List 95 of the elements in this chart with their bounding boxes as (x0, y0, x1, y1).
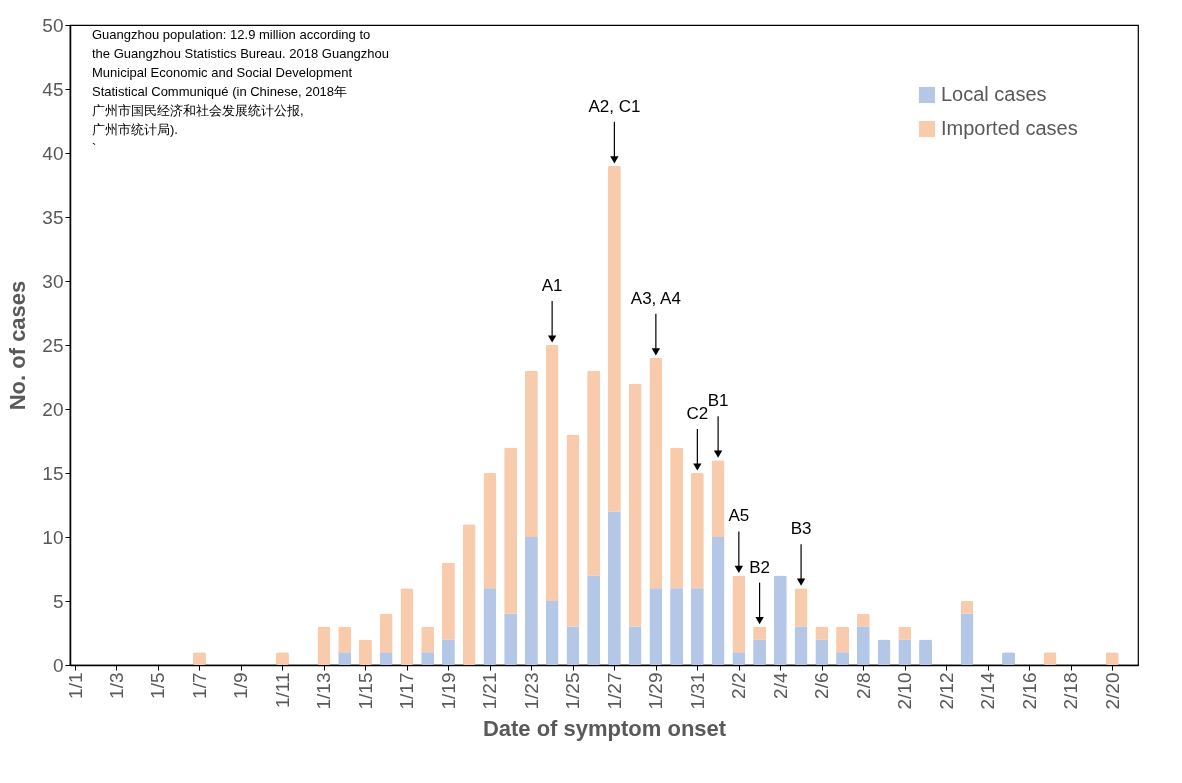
x-tick-label: 1/25 (562, 672, 584, 710)
x-tick-label: 1/21 (479, 672, 501, 710)
x-tick-label: 1/29 (645, 672, 667, 710)
bar (504, 613, 518, 665)
bar (753, 639, 767, 665)
bar (690, 588, 704, 665)
x-tick-label: 2/20 (1101, 672, 1123, 710)
y-tick-label: 50 (42, 14, 64, 36)
bar (628, 383, 642, 627)
x-tick-label: 2/6 (811, 672, 833, 699)
y-tick-label: 0 (52, 654, 64, 676)
annotation: 广州市国民经济和社会发展统计公报, (92, 103, 304, 118)
bar (421, 626, 435, 653)
x-tick-label: 2/2 (728, 672, 750, 699)
x-tick-label: 1/23 (520, 672, 542, 710)
x-tick-label: 2/10 (894, 672, 916, 710)
x-tick-label: 2/4 (769, 672, 791, 699)
bar (670, 447, 684, 589)
annotation: 广州市统计局). (92, 122, 178, 137)
bar (732, 652, 746, 665)
annotation: B2 (749, 557, 770, 577)
bar (421, 652, 435, 665)
bar (794, 626, 808, 665)
x-axis-title: Date of symptom onset (482, 716, 727, 742)
bar (587, 575, 601, 665)
y-tick-label: 10 (42, 526, 64, 548)
annotation: ` (92, 141, 97, 156)
x-tick-label: 1/17 (396, 672, 418, 710)
x-tick-label: 2/18 (1060, 672, 1082, 710)
x-tick-label: 1/5 (147, 672, 169, 699)
y-tick-label: 15 (42, 462, 64, 484)
x-tick-label: 1/27 (603, 672, 625, 710)
annotation: A1 (541, 276, 563, 295)
bar (960, 613, 974, 665)
annotation: A5 (728, 506, 750, 526)
y-tick-label: 25 (42, 334, 64, 356)
bar (379, 613, 393, 653)
bar (441, 639, 455, 665)
bar (607, 511, 621, 665)
x-tick-label: 1/15 (354, 672, 376, 710)
bar (898, 639, 912, 665)
bar (483, 473, 497, 589)
bar (483, 588, 497, 665)
bar (960, 601, 974, 614)
bar (338, 652, 352, 665)
legend-label: Local cases (941, 83, 1047, 105)
bar (545, 601, 559, 665)
x-tick-label: 1/13 (313, 672, 335, 710)
x-tick-label: 1/3 (105, 672, 127, 699)
bar (566, 626, 580, 665)
x-tick-label: 1/31 (686, 672, 708, 710)
x-tick-label: 2/12 (935, 672, 957, 710)
bar (338, 626, 352, 653)
x-tick-label: 2/16 (1018, 672, 1040, 710)
x-tick-label: 2/14 (977, 672, 999, 710)
bar (856, 626, 870, 665)
bar (711, 537, 725, 665)
bar (379, 652, 393, 665)
bar (856, 613, 870, 627)
bar (441, 562, 455, 640)
bar (628, 626, 642, 665)
bar (524, 370, 538, 537)
legend-label: Imported cases (941, 117, 1078, 139)
annotation: Guangzhou population: 12.9 million according to the Guangzhou Statistics Bureau. 2018 Guangzhou Municipal Economic and Social Development Statistical Communiqué (in Chinese, 2018年 (92, 27, 390, 99)
bar (670, 588, 684, 665)
annotation: B1 (707, 391, 729, 411)
x-tick-label: 1/19 (437, 672, 459, 710)
bar (317, 626, 331, 665)
x-tick-label: 1/7 (188, 672, 210, 699)
y-axis-title: No. of cases (5, 280, 31, 411)
y-tick-label: 40 (42, 142, 64, 164)
bar (587, 370, 601, 576)
bar (773, 575, 787, 665)
annotation: B3 (790, 519, 812, 539)
y-tick-label: 45 (42, 78, 64, 100)
annotation: A3, A4 (630, 288, 681, 308)
bar (815, 639, 829, 665)
bar (400, 588, 414, 665)
bar (649, 588, 663, 665)
annotation: C2 (686, 404, 709, 423)
x-tick-label: 1/9 (230, 672, 252, 699)
x-tick-label: 1/1 (64, 672, 86, 699)
bar (504, 447, 518, 614)
annotation: A2, C1 (588, 96, 641, 116)
y-tick-label: 5 (52, 590, 64, 612)
bar (836, 652, 850, 665)
x-tick-label: 1/11 (271, 672, 293, 709)
y-tick-label: 30 (42, 270, 64, 292)
bar (566, 434, 580, 627)
bar (524, 537, 538, 665)
y-tick-label: 35 (42, 206, 64, 228)
bar (462, 524, 476, 665)
y-tick-label: 20 (42, 398, 64, 420)
x-tick-label: 2/8 (852, 672, 874, 699)
bar (836, 626, 850, 653)
